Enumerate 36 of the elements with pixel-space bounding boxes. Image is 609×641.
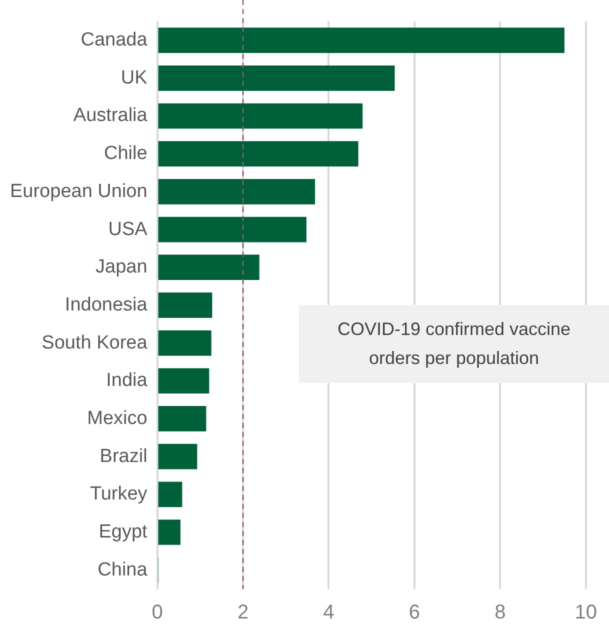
y-tick-label: Egypt	[98, 521, 148, 542]
bar	[158, 28, 564, 53]
y-tick-label: Indonesia	[64, 294, 148, 316]
y-tick-label: South Korea	[42, 332, 148, 354]
y-tick-label: Mexico	[87, 408, 148, 429]
bar	[158, 65, 395, 91]
bar	[158, 179, 316, 204]
x-tick-label: 4	[323, 602, 334, 624]
bar	[158, 103, 363, 129]
bar	[158, 254, 260, 280]
bar	[158, 216, 306, 242]
bar	[158, 406, 206, 432]
y-tick-label: USA	[108, 218, 148, 240]
y-tick-label: Canada	[80, 30, 148, 51]
x-tick-label: 0	[152, 602, 163, 624]
bar	[158, 330, 212, 356]
y-tick-label: Australia	[73, 105, 148, 126]
x-tick-label: 10	[574, 602, 597, 624]
y-tick-label: European Union	[10, 180, 148, 202]
y-tick-label: Brazil	[100, 446, 148, 467]
y-tick-label: China	[98, 559, 148, 580]
caption-box: COVID-19 confirmed vaccine orders per population	[299, 305, 609, 383]
y-tick-label: India	[106, 370, 148, 392]
bar	[158, 368, 210, 394]
x-tick-label: 2	[237, 602, 249, 624]
y-tick-label: UK	[120, 67, 148, 88]
bar	[158, 292, 212, 318]
x-tick-label: 8	[494, 602, 506, 624]
x-tick-label: 6	[408, 602, 420, 624]
y-tick-label: Turkey	[90, 484, 148, 505]
y-tick-label: Japan	[96, 256, 148, 278]
bar	[158, 444, 198, 470]
y-tick-label: Chile	[104, 143, 148, 164]
bar	[158, 482, 182, 508]
bar	[158, 141, 358, 167]
bar	[158, 520, 180, 545]
